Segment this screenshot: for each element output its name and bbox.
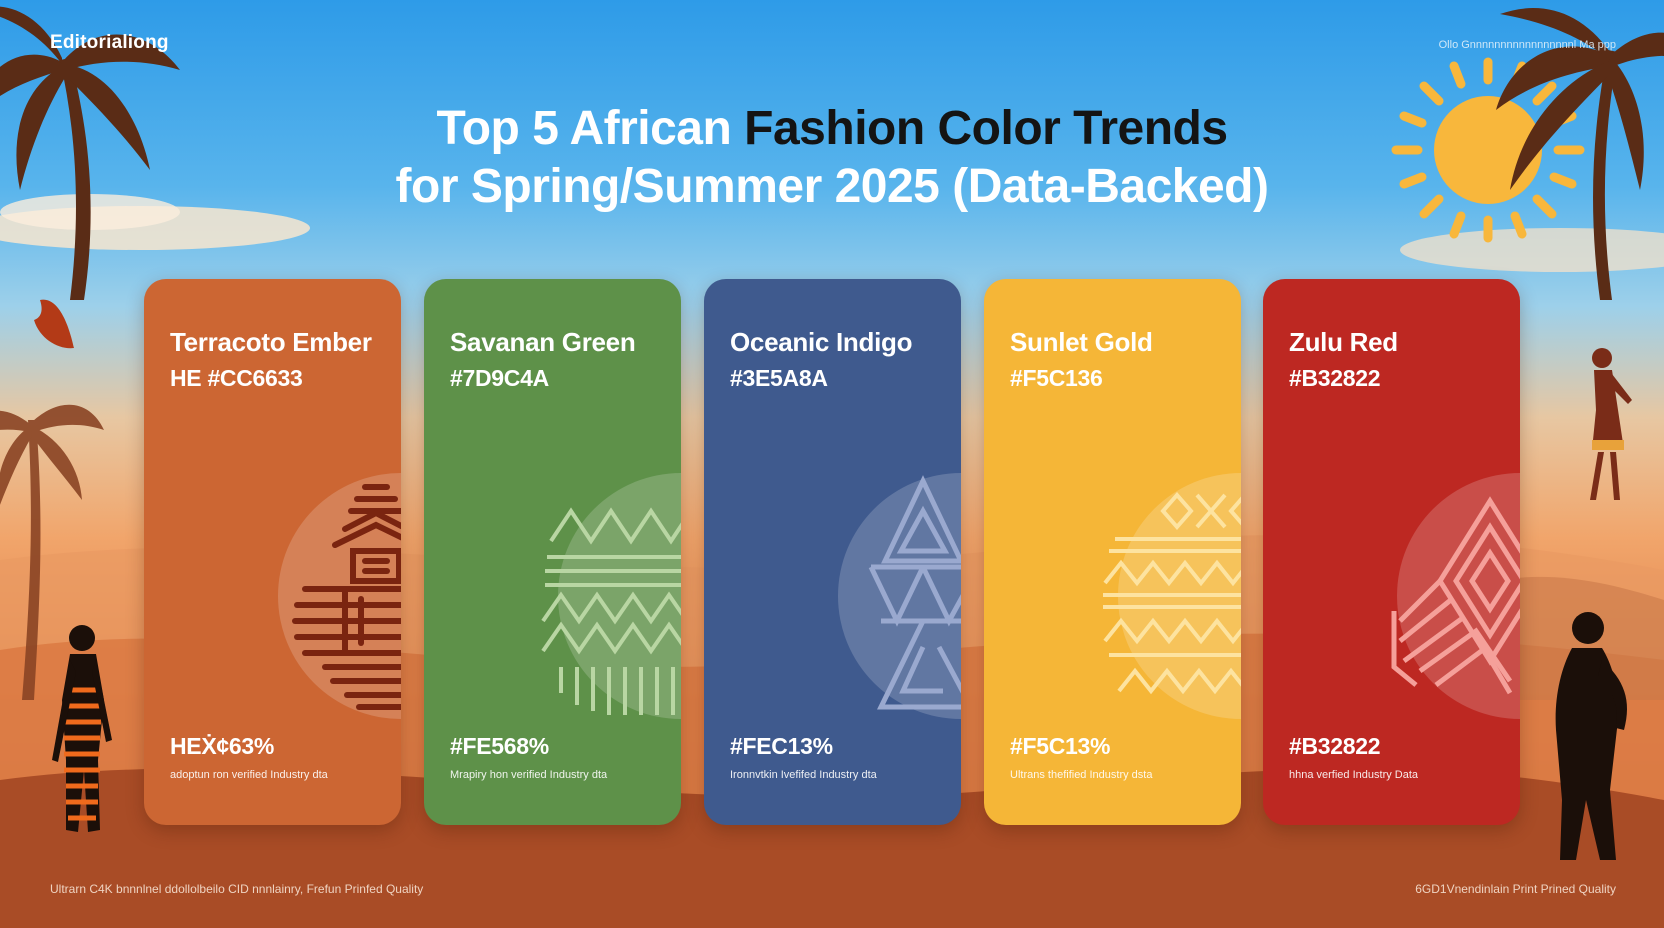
card-adoption-stat: #FE568% [450, 733, 549, 759]
card-adoption-stat: #B32822 [1289, 733, 1381, 759]
zigzag-motif-gold-icon [1103, 473, 1241, 719]
diamond-motif-icon [1391, 473, 1520, 719]
title-line-2: for Spring/Summer 2025 (Data-Backed) [395, 160, 1269, 213]
dress-band [1592, 440, 1624, 450]
color-card-indigo: Oceanic Indigo #3E5A8A #FEC13% Ironnvtki… [704, 279, 961, 825]
card-adoption-stat: HEẊ¢63% [170, 733, 275, 759]
palm-tree-left-icon [0, 404, 104, 700]
card-adoption-stat: #F5C13% [1010, 733, 1111, 759]
color-card-green: Savanan Green #7D9C4A #FE568% Mrapiry ho… [424, 279, 681, 825]
bird-icon [34, 299, 74, 349]
woman-silhouette-right-mid-icon [1590, 348, 1632, 500]
card-hex-code: #B32822 [1289, 365, 1381, 391]
title-light-part: Top 5 African [436, 102, 745, 155]
card-hex-code: #7D9C4A [450, 365, 549, 391]
card-source-note: Ironnvtkin Ivefifed Industry dta [730, 769, 877, 781]
card-color-name: Terracoto Ember [170, 327, 372, 357]
triangles-motif-icon [838, 473, 961, 719]
card-color-name: Savanan Green [450, 327, 636, 357]
page-title: Top 5 African Fashion Color Trends for S… [0, 100, 1664, 216]
card-source-note: adoptun ron verified Industry dta [170, 769, 328, 781]
palm-tree-top-right-icon [1496, 8, 1664, 300]
footer-right-caption: 6GD1Vnendinlain Print Prined Quality [1415, 882, 1616, 896]
brand-logo: Editorialiong [50, 32, 169, 53]
card-color-name: Oceanic Indigo [730, 327, 913, 357]
card-source-note: Mrapiry hon verified Industry dta [450, 769, 608, 781]
card-color-name: Zulu Red [1289, 327, 1398, 357]
card-source-note: Ultrans thefified Industry dsta [1010, 769, 1153, 781]
cloud-right [1400, 228, 1664, 272]
card-source-note: hhna verfied Industry Data [1289, 769, 1419, 781]
color-card-gold: Sunlet Gold #F5C136 #F5C13% Ultrans thef… [984, 279, 1241, 825]
card-hex-code: HE #CC6633 [170, 365, 303, 391]
color-card-terracotta: Terracoto Ember HE #CC6633 HEẊ¢63% adopt… [144, 279, 401, 825]
zigzag-motif-icon [541, 473, 681, 719]
title-dark-part: Fashion Color Trends [744, 102, 1228, 155]
dune-front [0, 768, 1664, 928]
color-card-red: Zulu Red #B32822 #B32822 hhna verfied In… [1263, 279, 1520, 825]
footer-left-caption: Ultrarn C4K bnnnlnel ddollolbeilo CID nn… [50, 882, 424, 896]
card-color-name: Sunlet Gold [1010, 327, 1153, 357]
woman-silhouette-left-icon [52, 625, 112, 832]
top-right-caption: Ollo Gnnnnnnnnnnnnnnnnnl Ma ppp [1438, 39, 1616, 51]
card-hex-code: #3E5A8A [730, 365, 828, 391]
palm-tree-top-left-icon [0, 6, 180, 300]
title-line-1: Top 5 African Fashion Color Trends [0, 100, 1664, 158]
mask-motif-icon [278, 473, 401, 719]
card-hex-code: #F5C136 [1010, 365, 1103, 391]
card-adoption-stat: #FEC13% [730, 733, 833, 759]
woman-silhouette-right-bottom-icon [1555, 612, 1628, 860]
